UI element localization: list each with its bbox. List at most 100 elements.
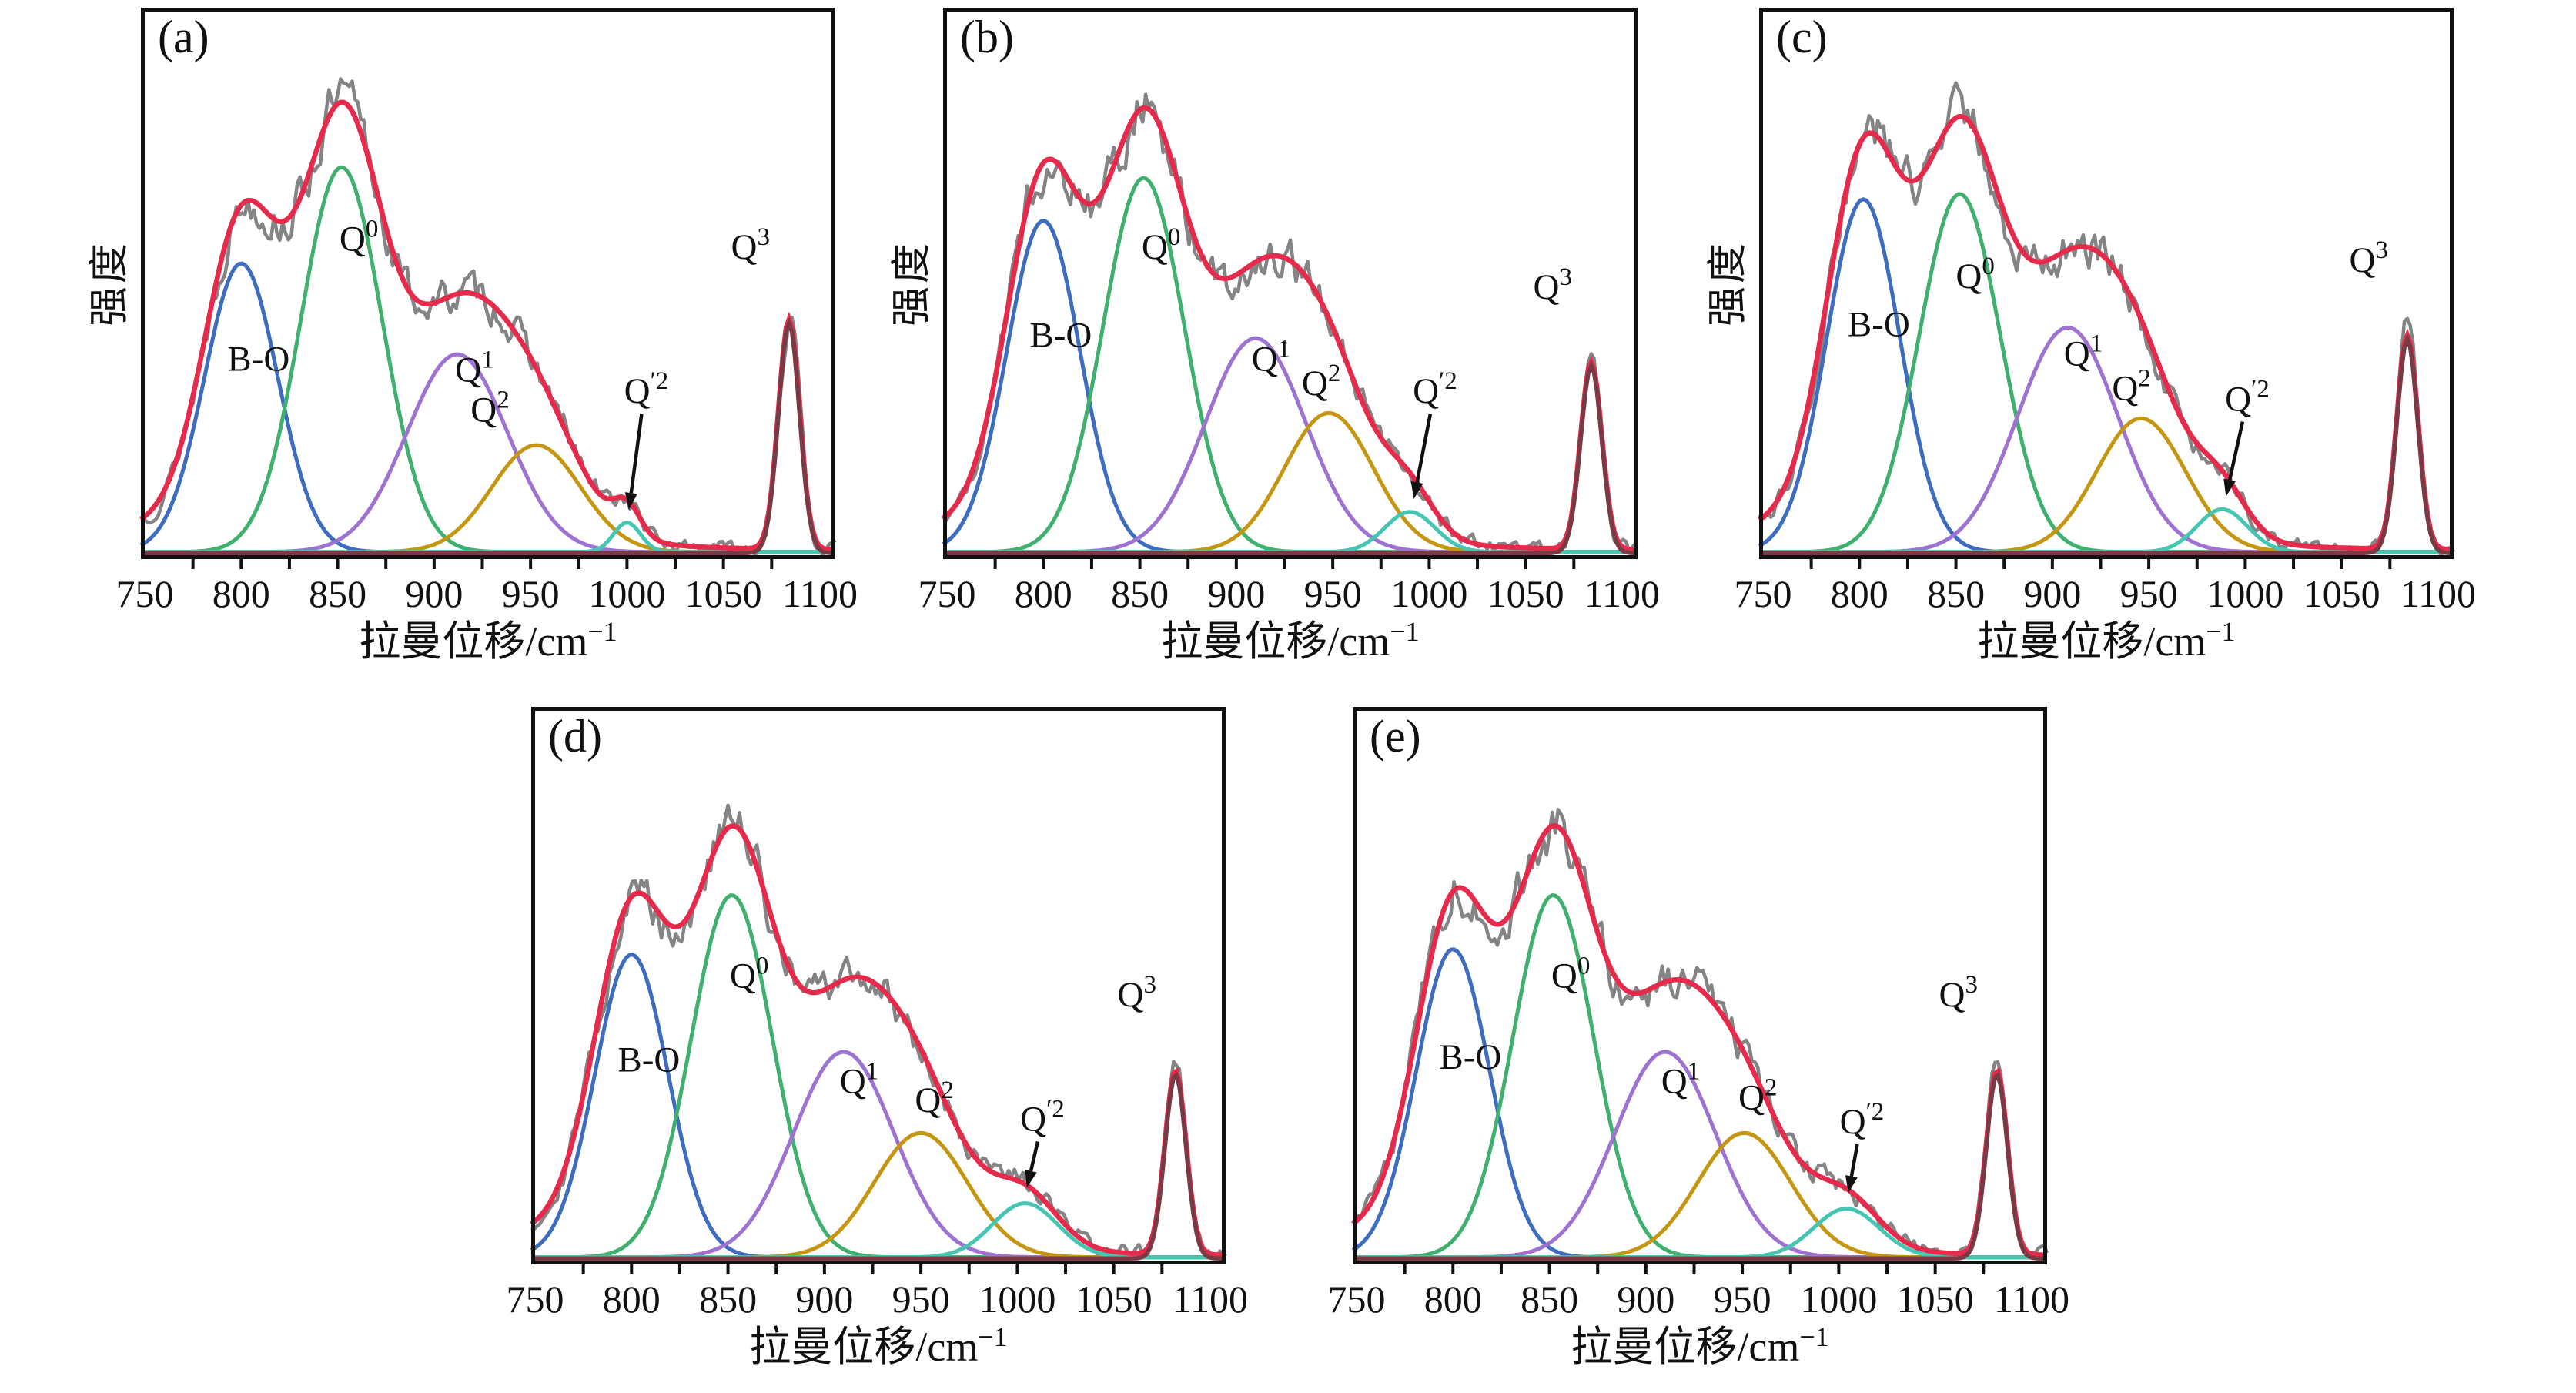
- x-tick-label: 1050: [1076, 1277, 1153, 1321]
- x-tick-label: 1050: [1897, 1277, 1974, 1321]
- fit-curve: [941, 105, 1638, 552]
- peak-label-Q'2: Q′2: [1413, 367, 1457, 411]
- peak-label-Q0: Q0: [1551, 952, 1590, 996]
- x-tick-label: 950: [1304, 572, 1362, 615]
- plot-frame: [1353, 707, 2047, 1264]
- fit-curve: [1351, 822, 2047, 1257]
- x-tick-label: 1100: [1173, 1277, 1248, 1321]
- x-axis-label-sup: −1: [1390, 616, 1420, 647]
- x-tick-label: 850: [1111, 572, 1169, 615]
- annotation-arrow-head: [1845, 1175, 1858, 1194]
- x-tick-label: 750: [507, 1277, 564, 1321]
- x-axis-label: 拉曼位移/cm−1: [1353, 1323, 2047, 1368]
- x-tick-label: 1000: [588, 572, 665, 615]
- peak-label-Q3: Q3: [1534, 263, 1572, 307]
- x-axis-label: 拉曼位移/cm−1: [943, 618, 1638, 662]
- component-curve-Q2: [141, 443, 835, 554]
- x-tick-label: 950: [502, 572, 560, 615]
- x-tick-label: 800: [212, 572, 270, 615]
- x-axis-label-text: 拉曼位移/cm: [359, 618, 588, 665]
- peak-label-Q1: Q1: [840, 1057, 878, 1101]
- x-tick-label: 800: [1015, 572, 1072, 615]
- peak-label-Q0: Q0: [340, 215, 378, 259]
- x-tick-label: 1000: [2206, 572, 2283, 615]
- peak-label-B-O: B-O: [1848, 304, 1910, 344]
- component-curve-Q1: [943, 336, 1638, 554]
- panel-b: 750 800 850 900 950 1000 1050 1100 B-O Q0 Q1 Q2 Q′2 Q…: [891, 8, 1660, 662]
- fit-curve: [1758, 113, 2454, 552]
- x-axis-label-text: 拉曼位移/cm: [1977, 618, 2206, 665]
- plot-frame: [531, 707, 1226, 1264]
- annotation-arrow-head: [2223, 478, 2236, 497]
- x-tick-label: 850: [309, 572, 366, 615]
- panel-label: (d): [548, 711, 602, 762]
- annotation-arrow-head: [1025, 1169, 1037, 1188]
- x-tick-label: 1100: [1994, 1277, 2069, 1321]
- peak-label-B-O: B-O: [1439, 1037, 1501, 1077]
- x-axis-label-text: 拉曼位移/cm: [749, 1324, 979, 1370]
- peak-label-Q1: Q1: [1661, 1057, 1700, 1101]
- y-axis-label: 强度: [88, 239, 132, 327]
- peak-label-Q3: Q3: [1939, 971, 1978, 1015]
- annotation-arrow-head: [1410, 481, 1423, 500]
- peak-label-Q2: Q2: [915, 1077, 953, 1120]
- fit-curve: [530, 823, 1226, 1257]
- x-tick-label: 750: [116, 572, 174, 615]
- peak-label-Q'2: Q′2: [2225, 376, 2270, 420]
- component-curve-Q0: [943, 176, 1638, 554]
- x-tick-label: 850: [699, 1277, 757, 1321]
- annotation-arrow-line: [2227, 421, 2245, 481]
- x-tick-label: 750: [1735, 572, 1792, 615]
- peak-label-Q2: Q2: [1738, 1073, 1777, 1117]
- panel-label: (c): [1776, 12, 1828, 62]
- panel-label: (e): [1370, 711, 1421, 762]
- peak-label-Q'2: Q′2: [1840, 1098, 1885, 1142]
- raw-spectrum-curve: [530, 803, 1227, 1261]
- annotation-arrow-line: [629, 413, 644, 494]
- annotation-arrow-head: [624, 492, 637, 511]
- x-tick-label: 1100: [2400, 572, 2476, 615]
- component-curve-Q3: [1759, 333, 2454, 555]
- raw-spectrum-curve: [140, 77, 837, 556]
- panel-e: 750 800 850 900 950 1000 1050 1100 B-O Q0 Q1 Q2 Q′2 Q…: [1328, 707, 2069, 1368]
- peak-label-Q0: Q0: [1955, 253, 1994, 296]
- peak-label-B-O: B-O: [617, 1040, 680, 1080]
- annotation-arrow-line: [1415, 413, 1433, 483]
- annotation-arrow-line: [1849, 1144, 1859, 1177]
- component-curve-Q3: [141, 316, 835, 555]
- x-tick-label: 900: [1207, 572, 1265, 615]
- x-tick-label: 800: [1831, 572, 1889, 615]
- component-curve-Q3: [1353, 1071, 2047, 1261]
- peak-label-B-O: B-O: [227, 340, 289, 380]
- x-tick-label: 1000: [1800, 1277, 1877, 1321]
- peak-label-B-O: B-O: [1029, 315, 1092, 355]
- peak-label-Q2: Q2: [2112, 365, 2150, 409]
- x-tick-label: 900: [2023, 572, 2081, 615]
- fit-curve: [139, 99, 836, 552]
- x-axis-label-sup: −1: [978, 1321, 1008, 1352]
- plot-frame: [141, 8, 835, 559]
- x-tick-label: 900: [405, 572, 463, 615]
- x-axis-label-sup: −1: [1799, 1321, 1829, 1352]
- x-axis-label-text: 拉曼位移/cm: [1161, 618, 1390, 665]
- peak-label-Q2: Q2: [470, 387, 509, 430]
- x-axis-label: 拉曼位移/cm−1: [141, 618, 835, 662]
- x-tick-label: 900: [795, 1277, 853, 1321]
- spectrum-plot-d: 750 800 850 900 950 1000 1050 1100 B-O Q0 Q1 Q2 Q′2 Q…: [507, 707, 1248, 1321]
- panel-a: 750 800 850 900 950 1000 1050 1100 B-O Q0 Q1 Q2 Q′2 Q…: [89, 8, 858, 662]
- peak-label-Q1: Q1: [1252, 336, 1290, 380]
- x-tick-label: 950: [892, 1277, 950, 1321]
- x-tick-label: 950: [2120, 572, 2178, 615]
- peak-label-Q3: Q3: [731, 223, 770, 267]
- peak-label-Q1: Q1: [2064, 330, 2103, 374]
- spectrum-plot-b: 750 800 850 900 950 1000 1050 1100 B-O Q0 Q1 Q2 Q′2 Q…: [918, 8, 1660, 615]
- spectrum-plot-e: 750 800 850 900 950 1000 1050 1100 B-O Q0 Q1 Q2 Q′2 Q…: [1328, 707, 2069, 1321]
- x-axis-label-sup: −1: [587, 616, 617, 647]
- x-tick-label: 950: [1714, 1277, 1771, 1321]
- raw-spectrum-curve: [1352, 808, 2049, 1261]
- peak-label-Q0: Q0: [1142, 223, 1180, 267]
- x-axis-label: 拉曼位移/cm−1: [531, 1323, 1226, 1368]
